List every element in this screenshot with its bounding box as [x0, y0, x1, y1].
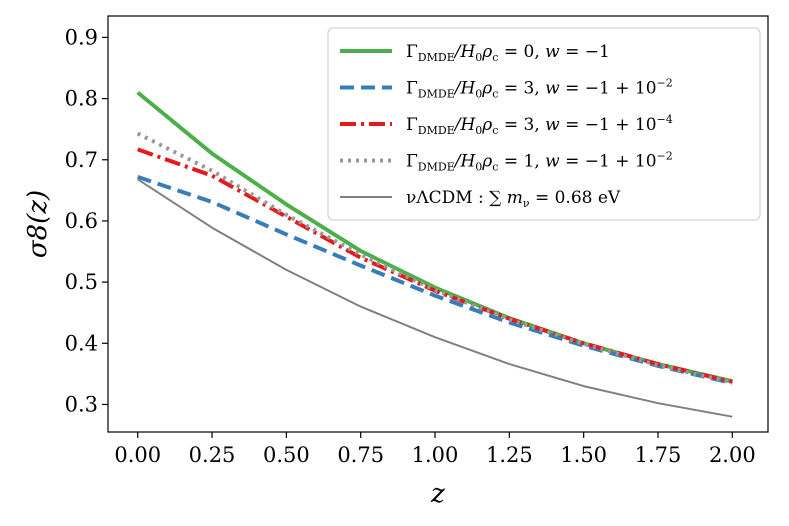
x-tick-label: 1.00 [412, 443, 459, 467]
x-axis-label: z [430, 479, 445, 509]
legend-label-1: ΓDMDE/H0ρc = 0, w = −1 [406, 42, 610, 64]
legend-box [327, 27, 761, 221]
legend-label-2: ΓDMDE/H0ρc = 3, w = −1 + 10−2 [406, 77, 673, 101]
x-axis-ticks: 0.00 0.25 0.50 0.75 1.00 1.25 1.50 1.75 2.00 [114, 432, 756, 467]
series-layer [136, 90, 733, 418]
y-tick-label: 0.6 [65, 209, 98, 233]
y-tick-label: 0.3 [65, 392, 98, 416]
x-tick-label: 2.00 [709, 443, 756, 467]
x-tick-label: 0.25 [189, 443, 236, 467]
x-tick-label: 1.75 [635, 443, 682, 467]
x-tick-label: 1.25 [486, 443, 533, 467]
legend: ΓDMDE/H0ρc = 0, w = −1 ΓDMDE/H0ρc = 3, w … [327, 27, 761, 221]
x-tick-label: 0.00 [114, 443, 161, 467]
plot-frame [107, 15, 769, 433]
series-line-5 [137, 178, 733, 418]
series-line-4 [136, 131, 733, 385]
y-axis-label: σ8(z) [23, 190, 53, 258]
y-tick-label: 0.8 [65, 87, 98, 111]
legend-label-4: ΓDMDE/H0ρc = 1, w = −1 + 10−2 [406, 150, 673, 174]
y-axis-ticks: 0.3 0.4 0.5 0.6 0.7 0.8 0.9 [65, 25, 108, 416]
legend-label-3: ΓDMDE/H0ρc = 3, w = −1 + 10−4 [406, 113, 673, 137]
x-tick-label: 0.75 [337, 443, 384, 467]
x-tick-label: 1.50 [560, 443, 607, 467]
y-tick-label: 0.9 [65, 25, 98, 49]
y-tick-label: 0.4 [65, 331, 98, 355]
x-tick-label: 0.50 [263, 443, 310, 467]
y-tick-label: 0.7 [65, 148, 98, 172]
legend-label-5: νΛCDM : ∑ mν = 0.68 eV [406, 188, 621, 210]
y-tick-label: 0.5 [65, 270, 98, 294]
